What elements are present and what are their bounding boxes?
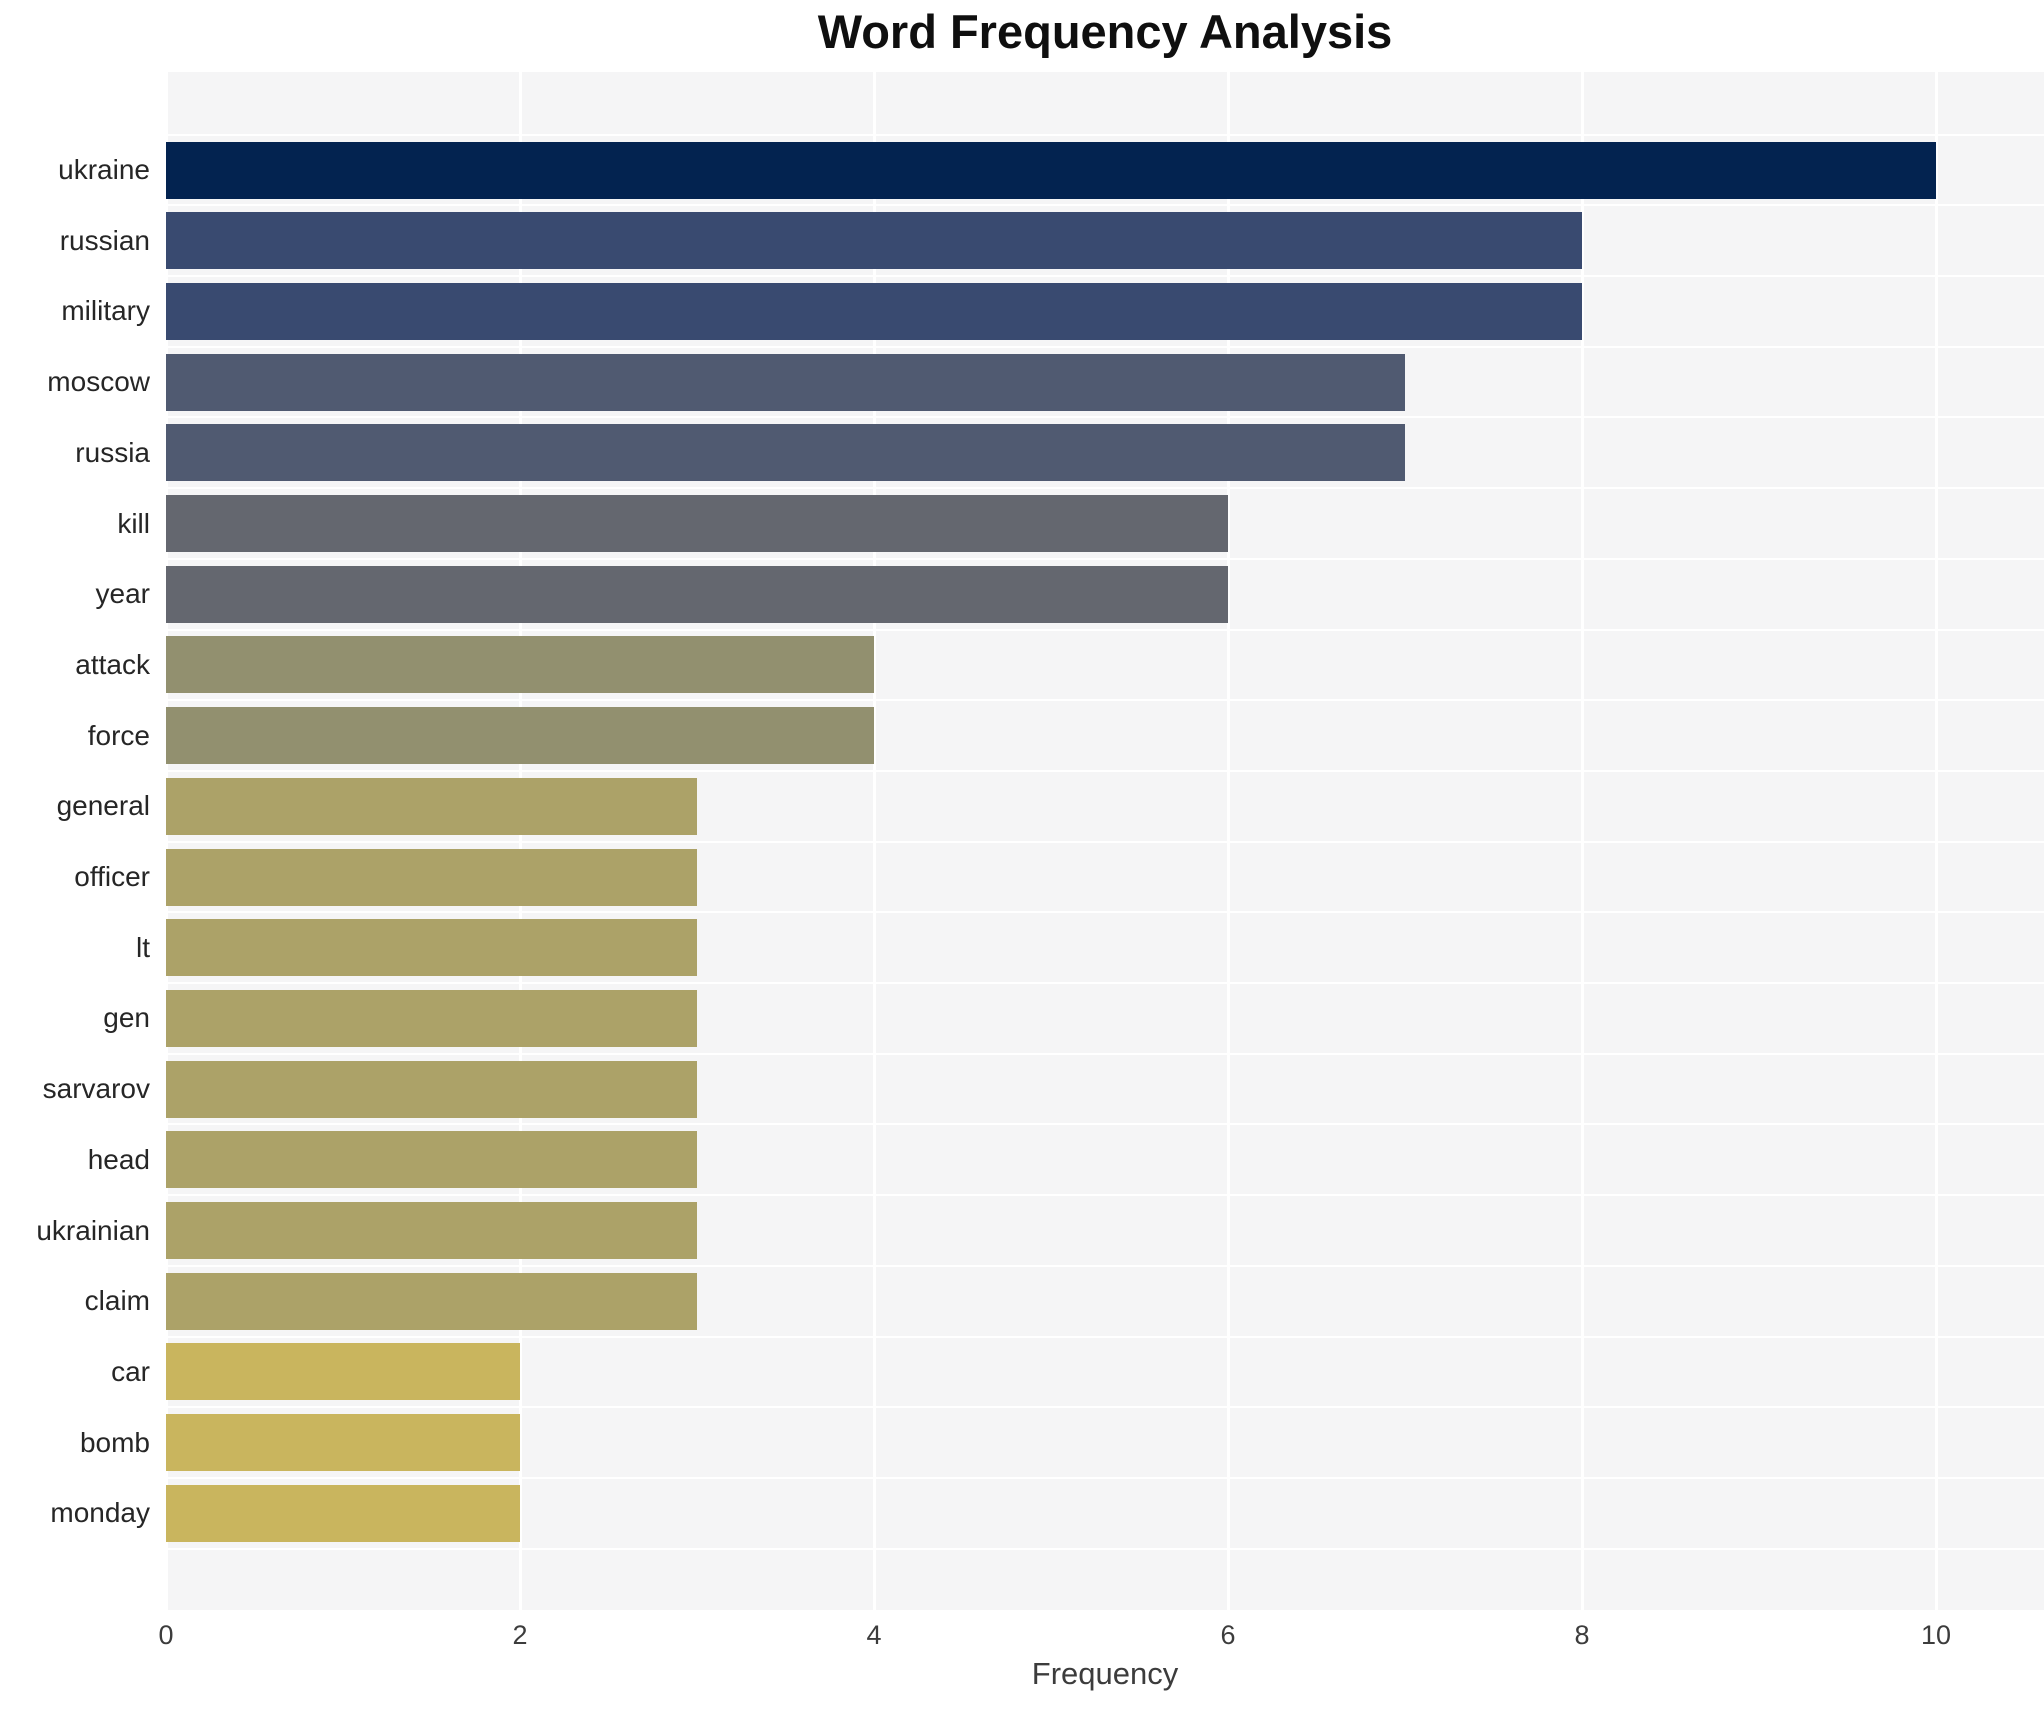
- x-tick-label: 0: [158, 1620, 174, 1650]
- horizontal-gridline: [166, 911, 2044, 914]
- horizontal-gridline: [166, 487, 2044, 490]
- vertical-gridline: [872, 72, 876, 1610]
- y-tick-label-general: general: [56, 790, 150, 822]
- bar-russia: [166, 424, 1406, 482]
- bar-gen: [166, 989, 697, 1047]
- horizontal-gridline: [166, 1194, 2044, 1197]
- y-tick-label-military: military: [61, 295, 150, 327]
- x-axis-label: Frequency: [1031, 1656, 1179, 1691]
- bar-head: [166, 1131, 697, 1189]
- bar-general: [166, 777, 697, 835]
- horizontal-gridline: [166, 275, 2044, 278]
- y-tick-label-year: year: [95, 578, 150, 610]
- bar-military: [166, 282, 1583, 340]
- bar-claim: [166, 1272, 697, 1330]
- horizontal-gridline: [166, 204, 2044, 207]
- vertical-gridline: [1580, 72, 1584, 1610]
- y-tick-label-sarvarov: sarvarov: [42, 1073, 150, 1105]
- horizontal-gridline: [166, 557, 2044, 560]
- bar-kill: [166, 495, 1229, 552]
- bar-ukraine: [166, 141, 1937, 199]
- y-tick-label-car: car: [111, 1355, 150, 1387]
- y-tick-label-russian: russian: [59, 224, 150, 256]
- bar-attack: [166, 636, 874, 694]
- y-tick-label-head: head: [87, 1143, 150, 1175]
- bar-officer: [166, 848, 697, 906]
- x-tick-label: 6: [1220, 1620, 1236, 1650]
- horizontal-gridline: [166, 416, 2044, 419]
- x-tick-label: 4: [866, 1620, 882, 1650]
- bar-force: [166, 707, 874, 765]
- bar-car: [166, 1343, 520, 1401]
- y-tick-label-lt: lt: [136, 931, 150, 963]
- y-tick-label-ukraine: ukraine: [58, 154, 150, 185]
- bar-monday: [166, 1484, 520, 1542]
- x-tick-label: 10: [1920, 1620, 1952, 1650]
- bar-sarvarov: [166, 1060, 697, 1118]
- y-tick-label-claim: claim: [84, 1285, 150, 1317]
- horizontal-gridline: [166, 982, 2044, 985]
- horizontal-gridline: [166, 1335, 2044, 1338]
- y-tick-label-force: force: [87, 719, 150, 751]
- horizontal-gridline: [166, 628, 2044, 631]
- horizontal-gridline: [166, 1123, 2044, 1126]
- y-tick-label-monday: monday: [50, 1497, 150, 1529]
- y-tick-label-attack: attack: [75, 648, 150, 680]
- vertical-gridline: [518, 72, 522, 1610]
- chart-title: Word Frequency Analysis: [817, 5, 1393, 58]
- y-tick-label-kill: kill: [117, 507, 150, 539]
- horizontal-gridline: [166, 1547, 2044, 1550]
- horizontal-gridline: [166, 1406, 2044, 1409]
- bar-lt: [166, 919, 697, 977]
- y-tick-label-russia: russia: [75, 436, 150, 468]
- horizontal-gridline: [166, 133, 2044, 136]
- horizontal-gridline: [166, 345, 2044, 348]
- bar-bomb: [166, 1414, 520, 1472]
- y-tick-label-officer: officer: [74, 861, 150, 892]
- y-tick-label-ukrainian: ukrainian: [36, 1214, 150, 1246]
- horizontal-gridline: [166, 1052, 2044, 1055]
- bar-russian: [166, 212, 1583, 270]
- plot-area: [164, 72, 2044, 1610]
- bar-moscow: [166, 353, 1406, 411]
- vertical-gridline: [1934, 72, 1938, 1610]
- x-tick-label: 2: [512, 1620, 528, 1650]
- y-tick-label-bomb: bomb: [79, 1426, 150, 1458]
- horizontal-gridline: [166, 840, 2044, 843]
- y-tick-label-moscow: moscow: [47, 366, 150, 398]
- horizontal-gridline: [166, 699, 2044, 702]
- vertical-gridline: [1226, 72, 1230, 1610]
- y-tick-label-gen: gen: [103, 1002, 150, 1034]
- x-tick-label: 8: [1574, 1620, 1590, 1650]
- bar-ukrainian: [166, 1202, 697, 1259]
- horizontal-gridline: [166, 1476, 2044, 1479]
- horizontal-gridline: [166, 1264, 2044, 1267]
- bar-year: [166, 565, 1229, 623]
- horizontal-gridline: [166, 769, 2044, 772]
- vertical-gridline: [164, 72, 168, 1610]
